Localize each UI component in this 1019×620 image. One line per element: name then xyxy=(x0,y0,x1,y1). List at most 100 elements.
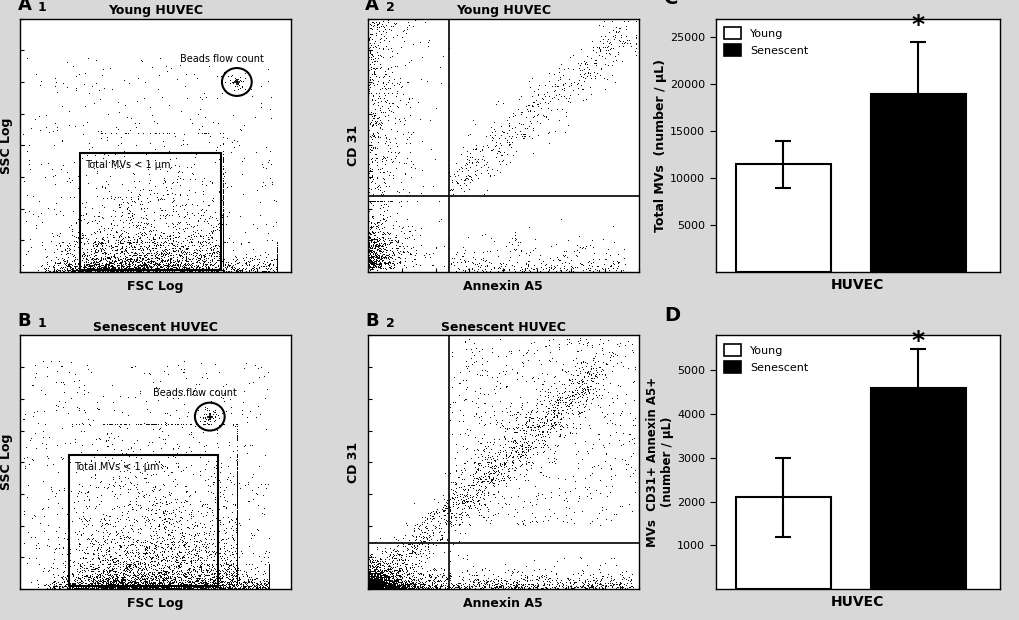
Point xyxy=(366,241,382,250)
Point xyxy=(269,259,285,268)
Point xyxy=(104,223,120,232)
Point xyxy=(380,249,396,259)
Point xyxy=(561,97,578,107)
Point xyxy=(562,78,579,88)
Point xyxy=(182,507,199,517)
Point xyxy=(74,582,91,591)
Point xyxy=(368,251,384,261)
Point xyxy=(122,192,139,202)
Point xyxy=(147,267,163,277)
Point xyxy=(381,257,397,267)
Point xyxy=(58,265,74,275)
Point xyxy=(116,575,132,585)
Point xyxy=(261,581,277,591)
Point xyxy=(471,472,487,482)
Point xyxy=(148,494,164,504)
Point xyxy=(468,409,484,419)
Point xyxy=(207,472,223,482)
Point xyxy=(228,434,245,444)
Point xyxy=(121,259,138,268)
Point xyxy=(362,557,378,567)
Point xyxy=(500,112,517,122)
Point xyxy=(155,434,171,444)
Point xyxy=(149,255,165,265)
Point xyxy=(375,186,391,196)
Point xyxy=(74,265,91,275)
Point xyxy=(53,265,69,275)
Point xyxy=(197,464,213,474)
Point xyxy=(258,424,274,434)
Point xyxy=(104,480,120,490)
Point xyxy=(85,239,101,249)
Point xyxy=(184,253,201,263)
Point xyxy=(91,224,107,234)
Point xyxy=(561,515,578,525)
Point xyxy=(120,261,137,271)
Point xyxy=(158,262,174,272)
Point xyxy=(114,565,130,575)
Point xyxy=(361,247,377,257)
Point xyxy=(398,559,415,569)
Point xyxy=(381,580,397,590)
Point xyxy=(139,564,155,574)
Point xyxy=(374,255,390,265)
Point xyxy=(131,563,148,573)
Point xyxy=(163,581,179,591)
Point xyxy=(455,463,472,473)
Point xyxy=(149,264,165,274)
Point xyxy=(138,259,154,269)
Point xyxy=(228,539,245,549)
Point xyxy=(463,175,479,185)
Point xyxy=(261,580,277,590)
Point xyxy=(590,429,606,439)
Point xyxy=(457,484,473,494)
Point xyxy=(240,496,257,506)
Point xyxy=(534,420,550,430)
Point xyxy=(114,580,130,590)
Point xyxy=(544,422,560,432)
Point xyxy=(158,237,174,247)
Point xyxy=(528,406,544,416)
Point xyxy=(258,576,274,586)
Point xyxy=(449,490,466,500)
Point xyxy=(100,260,116,270)
Point xyxy=(121,232,138,242)
Point xyxy=(154,582,170,592)
Point xyxy=(228,419,245,429)
Point xyxy=(367,570,383,580)
Point xyxy=(542,418,558,428)
Point xyxy=(522,579,538,589)
Point xyxy=(164,565,180,575)
Point xyxy=(375,570,391,580)
Point xyxy=(378,246,394,255)
Point xyxy=(100,583,116,593)
Point xyxy=(92,255,108,265)
Point xyxy=(143,582,159,592)
Point xyxy=(363,259,379,269)
Point xyxy=(86,261,102,271)
Point xyxy=(149,237,165,247)
Point xyxy=(496,559,513,569)
Point xyxy=(98,582,114,592)
Point xyxy=(458,495,474,505)
Point xyxy=(57,560,73,570)
Point xyxy=(228,509,245,519)
Point xyxy=(384,258,400,268)
Point xyxy=(190,237,206,247)
Point xyxy=(401,249,418,259)
Point xyxy=(166,160,182,170)
Point xyxy=(133,584,150,594)
Point xyxy=(475,247,491,257)
Point xyxy=(160,260,176,270)
Point xyxy=(515,450,531,460)
Point xyxy=(228,531,245,541)
Point xyxy=(405,581,421,591)
Point xyxy=(261,580,277,590)
Point xyxy=(86,248,102,258)
Point xyxy=(361,246,377,256)
Point xyxy=(207,513,223,523)
Point xyxy=(215,392,231,402)
Point xyxy=(231,125,248,135)
Point xyxy=(504,567,521,577)
Point xyxy=(93,245,109,255)
